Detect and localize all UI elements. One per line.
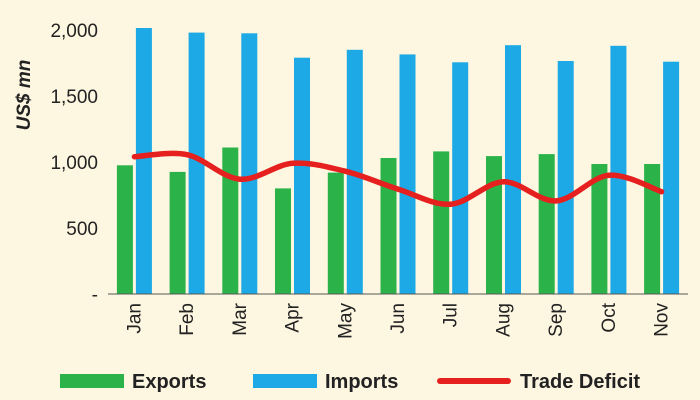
x-tick-label: Oct bbox=[599, 302, 620, 332]
bar-imports bbox=[452, 62, 469, 294]
bar-imports bbox=[399, 54, 416, 295]
x-tick-label: Jan bbox=[124, 303, 145, 334]
x-tick-label: Jun bbox=[388, 303, 409, 334]
bar-exports bbox=[169, 171, 186, 294]
bar-exports bbox=[380, 158, 397, 294]
x-tick-label: Feb bbox=[177, 303, 198, 336]
legend-label-trade-deficit: Trade Deficit bbox=[520, 371, 640, 393]
legend: Exports Imports Trade Deficit bbox=[60, 371, 640, 393]
bar-exports bbox=[486, 156, 502, 294]
x-tick-label: Mar bbox=[230, 302, 251, 335]
legend-swatch-exports bbox=[60, 374, 124, 388]
bar-imports bbox=[135, 28, 152, 294]
x-tick-label: Jul bbox=[441, 303, 462, 327]
trade-deficit-line bbox=[131, 150, 665, 207]
bar-imports bbox=[188, 32, 205, 294]
bar-exports bbox=[116, 165, 133, 294]
legend-swatch-imports bbox=[253, 374, 317, 388]
y-tick-label: 2,000 bbox=[50, 21, 98, 42]
bar-imports bbox=[610, 45, 627, 294]
bar-exports bbox=[433, 151, 450, 294]
bar-exports bbox=[591, 164, 608, 294]
bar-imports bbox=[241, 33, 258, 295]
legend-label-imports: Imports bbox=[325, 371, 398, 393]
y-tick-label: 1,000 bbox=[50, 153, 98, 174]
x-tick-label: May bbox=[335, 303, 356, 339]
y-tick-label: - bbox=[92, 285, 98, 306]
bar-exports bbox=[275, 188, 291, 294]
legend-label-exports: Exports bbox=[132, 371, 206, 393]
y-axis: - 500 1,000 1,500 2,000 bbox=[50, 21, 98, 306]
x-axis: Jan Feb Mar Apr May Jun Jul Aug Sep Oct Nov bbox=[108, 293, 688, 339]
x-tick-label: Aug bbox=[493, 303, 514, 337]
bar-exports bbox=[327, 172, 344, 294]
x-tick-label: Nov bbox=[652, 303, 673, 337]
bar-exports bbox=[222, 147, 239, 294]
x-tick-label: Apr bbox=[283, 302, 304, 332]
bar-imports bbox=[663, 61, 680, 295]
bar-imports bbox=[294, 57, 310, 295]
x-tick-label: Sep bbox=[546, 303, 567, 337]
y-tick-label: 500 bbox=[66, 219, 98, 240]
bar-imports bbox=[505, 45, 521, 295]
y-axis-label: US$ mn bbox=[14, 60, 35, 131]
bar-exports bbox=[538, 154, 555, 294]
bar-imports bbox=[557, 61, 574, 294]
trade-deficit-layer bbox=[131, 150, 665, 207]
y-tick-label: 1,500 bbox=[50, 87, 98, 108]
bars bbox=[116, 28, 680, 295]
bar-exports bbox=[644, 164, 661, 294]
